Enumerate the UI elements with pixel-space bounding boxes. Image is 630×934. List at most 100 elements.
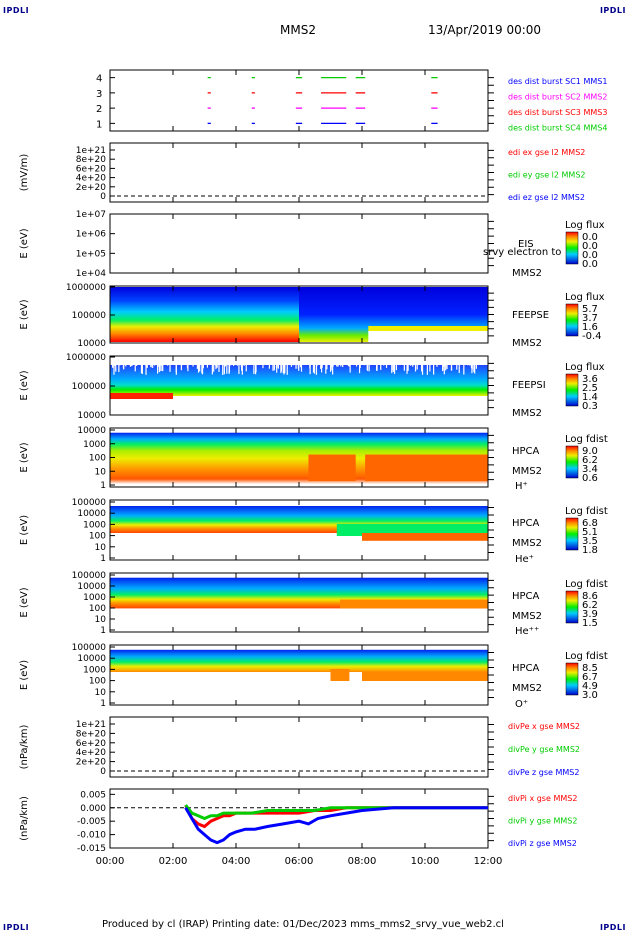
spectrogram-cell <box>406 357 408 374</box>
spectrogram-cell <box>284 357 286 374</box>
colorbar-tick-label: 8.6 <box>582 591 598 602</box>
colorbar-tick-label: 1.8 <box>582 545 598 556</box>
y-tick-label: 10 <box>95 688 107 698</box>
spectrogram-cell <box>125 357 127 367</box>
spectrogram-cell <box>154 357 156 366</box>
colorbar-title: Log flux <box>565 220 605 231</box>
colorbar-tick-label: 1.6 <box>582 322 598 333</box>
spectrogram-cell <box>427 357 429 364</box>
spectrogram-cell <box>152 357 154 368</box>
y-axis-label: E (eV) <box>19 228 30 258</box>
spectrogram-cell <box>162 357 164 372</box>
spectrogram-cell <box>416 357 418 370</box>
spectrogram-cell <box>340 357 342 363</box>
spectrogram-cell <box>450 357 453 371</box>
spectrogram-cell <box>204 357 206 365</box>
y-tick-label: 100000 <box>72 382 107 392</box>
colorbar-tick-label: -0.4 <box>582 331 602 342</box>
spectrogram-cell <box>226 357 228 374</box>
spectrogram-cell <box>238 357 240 375</box>
spectrogram-cell <box>117 357 119 362</box>
spectrogram-cell <box>155 357 157 365</box>
spectrogram-cell <box>366 357 369 371</box>
spectrogram-cell <box>297 357 299 369</box>
spectrogram-cell <box>285 357 288 365</box>
spectrogram-cell <box>296 357 298 362</box>
y-tick-label: 8e+20 <box>76 155 107 165</box>
spectrogram-cell <box>142 357 144 364</box>
y-tick-label: 2e+20 <box>76 183 107 193</box>
spectrogram-cell <box>306 357 308 365</box>
y-tick-label: 100 <box>89 677 106 687</box>
spectrogram-cell <box>337 357 339 367</box>
spectrogram-cell <box>134 357 136 372</box>
y-tick-label: 0 <box>100 192 106 202</box>
y-tick-label: 1e+04 <box>76 269 107 279</box>
y-axis-label: (nPa/km) <box>19 725 30 770</box>
spectrogram-cell <box>299 357 302 368</box>
feepse-spectrogram <box>368 326 488 331</box>
spectrogram-cell <box>145 357 147 366</box>
legend-entry: divPe x gse MMS2 <box>508 722 580 731</box>
colorbar-tick-label: 0.3 <box>582 401 598 412</box>
spectrogram-cell <box>292 357 294 366</box>
burst-panel-frame <box>109 69 489 132</box>
instrument-label: FEEPSE <box>512 310 549 321</box>
spectrogram-cell <box>177 357 180 362</box>
spectrogram-cell <box>429 357 431 372</box>
legend-entry: edi ez gse l2 MMS2 <box>508 193 585 202</box>
species-label: O⁺ <box>515 699 528 710</box>
colorbar-tick-label: 6.2 <box>582 600 598 611</box>
colorbar-title: Log fdist <box>565 651 608 662</box>
colorbar-tick-label: 3.9 <box>582 609 598 620</box>
y-tick-label: 100000 <box>72 311 107 321</box>
hpca-he-spectrogram <box>362 533 488 541</box>
colorbar-title: Log fdist <box>565 579 608 590</box>
y-tick-label: 1 <box>100 554 106 564</box>
spectrogram-cell <box>300 357 303 372</box>
spectrogram-cell <box>236 357 238 366</box>
spectrogram-cell <box>197 357 199 364</box>
spectrogram-cell <box>463 357 465 375</box>
spectrogram-cell <box>141 357 143 374</box>
spectrogram-cell <box>118 357 120 373</box>
y-tick-label: 8e+20 <box>76 729 107 739</box>
spectrogram-cell <box>426 357 428 363</box>
time-axis-label: 12:00 <box>474 856 503 867</box>
spectrogram-cell <box>368 357 370 372</box>
spectrogram-cell <box>332 357 334 375</box>
y-tick-label: 10000 <box>77 582 106 592</box>
spectrogram-cell <box>157 357 159 366</box>
corner-label-tl: IPDLI <box>3 6 30 15</box>
spectrogram-cell <box>471 357 473 374</box>
date-title: 13/Apr/2019 00:00 <box>428 23 542 37</box>
corner-label-br: IPDLI <box>599 923 626 932</box>
colorbar-tick-label: 5.7 <box>582 304 598 315</box>
y-tick-label: 4e+20 <box>76 174 107 184</box>
legend-entry: divPe z gse MMS2 <box>508 768 579 777</box>
spectrogram-cell <box>426 357 428 375</box>
y-tick-label: 10000 <box>77 339 106 349</box>
spectrogram-cell <box>315 357 318 375</box>
y-axis-label: E (eV) <box>19 442 30 472</box>
spectrogram-cell <box>277 357 279 369</box>
colorbar-tick-label: 0.0 <box>582 241 598 252</box>
spectrogram-cell <box>113 357 115 375</box>
y-tick-label: 10000 <box>77 426 106 436</box>
spectrogram-cell <box>257 357 260 362</box>
y-tick-label: 10000 <box>77 411 106 421</box>
instrument-label: EIS <box>518 239 534 250</box>
spectrogram-cell <box>180 357 182 371</box>
spectrogram-cell <box>442 357 444 371</box>
spectrogram-cell <box>167 357 169 366</box>
spectrogram-cell <box>285 357 287 364</box>
divpi-panel-frame <box>109 788 489 849</box>
spectrogram-cell <box>446 357 448 369</box>
spectrogram-cell <box>288 357 290 365</box>
time-axis-label: 06:00 <box>285 856 314 867</box>
legend-entry: divPi x gse MMS2 <box>508 794 577 803</box>
spectrogram-cell <box>469 357 471 366</box>
spectrogram-cell <box>393 357 396 374</box>
spectrogram-cell <box>272 357 274 371</box>
